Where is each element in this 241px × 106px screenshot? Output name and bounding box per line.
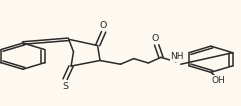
Text: S: S [63, 82, 69, 91]
Text: O: O [152, 34, 159, 43]
Text: NH: NH [170, 52, 184, 61]
Text: O: O [100, 21, 107, 30]
Text: OH: OH [211, 76, 225, 85]
